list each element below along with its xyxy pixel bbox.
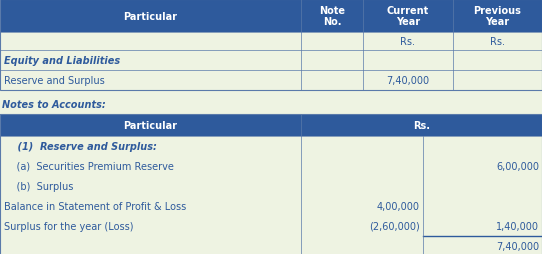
Text: Rs.: Rs. (401, 37, 415, 47)
Bar (0, 71, 542, 91)
Text: Notes to Accounts:: Notes to Accounts: (2, 100, 106, 109)
Text: 7,40,000: 7,40,000 (386, 76, 429, 86)
Text: (2,60,000): (2,60,000) (369, 221, 420, 231)
Bar (0, 33, 542, 51)
Text: 6,00,000: 6,00,000 (496, 161, 539, 171)
Bar (0, 51, 542, 71)
Text: (a)  Securities Premium Reserve: (a) Securities Premium Reserve (4, 161, 174, 171)
Text: Current
Year: Current Year (387, 6, 429, 27)
Text: Rs.: Rs. (490, 37, 505, 47)
Text: 7,40,000: 7,40,000 (496, 241, 539, 251)
Text: Previous
Year: Previous Year (473, 6, 521, 27)
Text: Reserve and Surplus: Reserve and Surplus (4, 76, 105, 86)
Bar (0, 0, 542, 91)
Text: Equity and Liabilities: Equity and Liabilities (4, 56, 120, 66)
Text: Rs.: Rs. (413, 121, 430, 131)
Text: Particular: Particular (124, 11, 177, 21)
Bar (0, 136, 542, 156)
Bar (0, 0, 542, 33)
Bar (0, 115, 542, 136)
Text: Surplus for the year (Loss): Surplus for the year (Loss) (4, 221, 133, 231)
Bar (0, 156, 542, 176)
Text: Particular: Particular (124, 121, 177, 131)
Text: 4,00,000: 4,00,000 (377, 201, 420, 211)
Text: (1)  Reserve and Surplus:: (1) Reserve and Surplus: (4, 141, 157, 151)
Bar (0, 216, 542, 236)
Text: Balance in Statement of Profit & Loss: Balance in Statement of Profit & Loss (4, 201, 186, 211)
Bar (0, 176, 542, 196)
Text: 1,40,000: 1,40,000 (496, 221, 539, 231)
Text: (b)  Surplus: (b) Surplus (4, 181, 73, 191)
Bar (0, 196, 542, 216)
Bar (0, 115, 542, 254)
Text: Note
No.: Note No. (319, 6, 345, 27)
Bar (0, 236, 542, 254)
